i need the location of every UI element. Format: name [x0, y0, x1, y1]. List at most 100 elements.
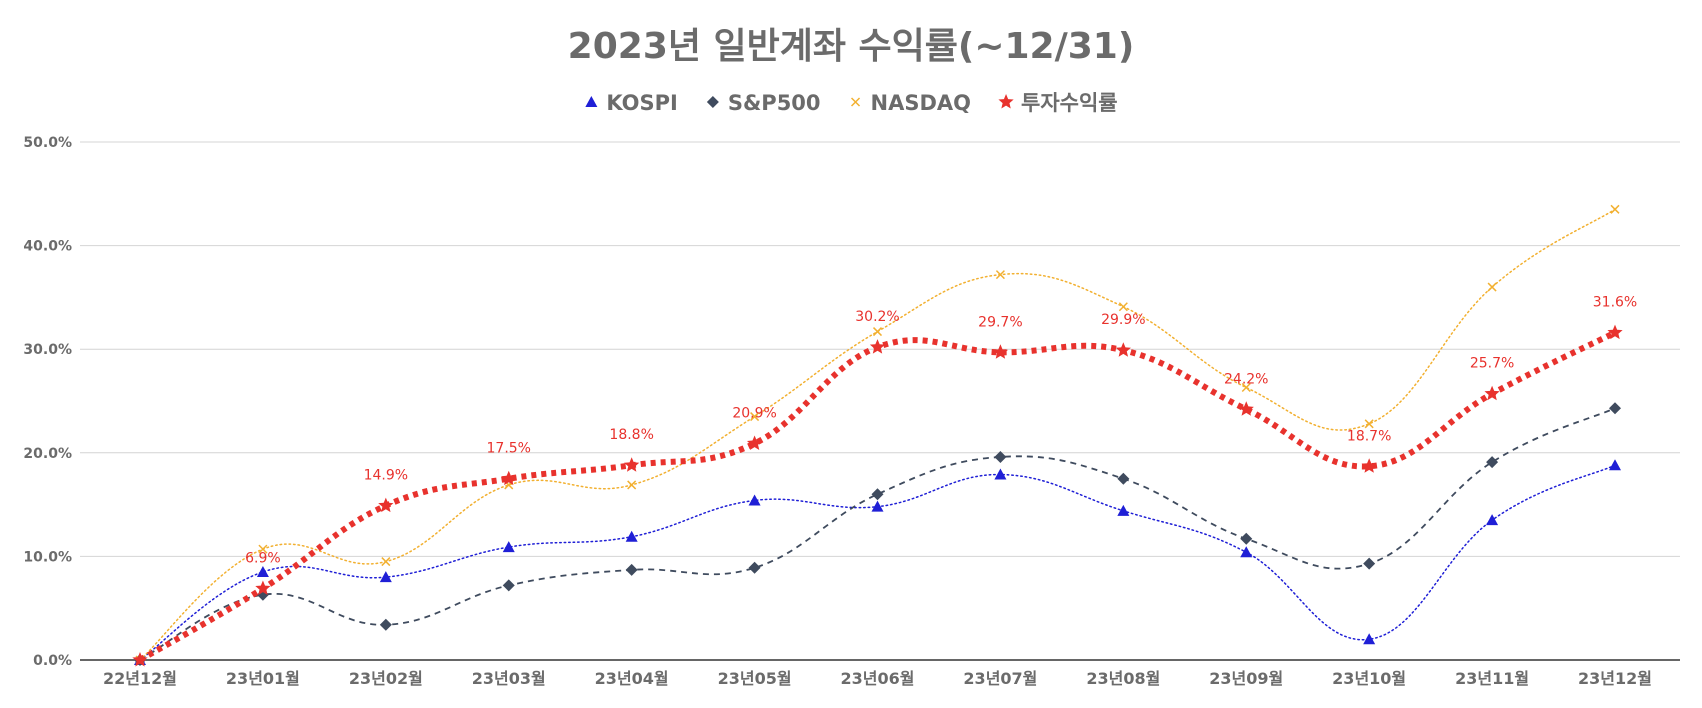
data-point: [1363, 633, 1376, 645]
y-tick-label: 0.0%: [33, 653, 72, 669]
data-point: [1609, 459, 1621, 471]
x-tick-label: 22년12월: [103, 669, 177, 688]
data-point: [1486, 514, 1499, 526]
data-label: 24.2%: [1224, 371, 1268, 387]
data-point: [1241, 383, 1251, 393]
data-label: 29.7%: [978, 314, 1022, 330]
data-point: [1609, 402, 1621, 415]
legend-marker: [998, 94, 1014, 109]
series-2: [135, 204, 1620, 665]
data-point: [1238, 401, 1254, 416]
data-label: 6.9%: [245, 551, 281, 567]
x-tick-label: 23년11월: [1455, 669, 1529, 688]
data-point: [132, 652, 148, 667]
data-label: 30.2%: [855, 309, 899, 325]
legend-item: S&P500: [706, 91, 821, 115]
data-point: [255, 580, 271, 595]
data-point: [871, 488, 884, 501]
y-tick-label: 50.0%: [23, 135, 72, 151]
data-labels-layer: 6.9% 14.9% 17.5% 18.8% 20.9% 30.2% 29.7% 29.9% 2…: [245, 295, 1637, 567]
data-point: [1115, 342, 1131, 357]
chart-title: 2023년 일반계좌 수익률(~12/31): [568, 26, 1135, 67]
data-point: [748, 561, 761, 574]
data-point: [502, 541, 515, 553]
legend: KOSPI S&P500 NASDAQ 투자수익률: [585, 91, 1118, 115]
data-point: [1361, 458, 1377, 473]
data-point: [378, 497, 394, 513]
data-point: [992, 344, 1009, 359]
data-point: [1118, 302, 1128, 312]
legend-item: KOSPI: [585, 91, 678, 115]
data-point: [994, 468, 1007, 480]
data-point: [627, 480, 637, 490]
series-0: [134, 459, 1621, 665]
y-tick-label: 30.0%: [23, 342, 72, 358]
legend-marker: [585, 96, 598, 107]
legend-label: S&P500: [728, 91, 821, 115]
data-point: [501, 470, 517, 486]
data-point: [746, 435, 763, 450]
series-line: [139, 407, 1616, 661]
x-tick-label: 23년02월: [349, 669, 423, 688]
data-point: [750, 412, 760, 422]
legend-item: NASDAQ: [851, 91, 971, 115]
x-tick-label: 23년05월: [718, 669, 792, 688]
legend-item: 투자수익률: [998, 91, 1118, 115]
x-tick-label: 23년09월: [1209, 669, 1283, 688]
data-point: [1117, 504, 1130, 516]
legend-label: KOSPI: [606, 91, 678, 115]
data-point: [869, 339, 886, 354]
data-point: [1240, 546, 1253, 558]
x-axis-ticks: 22년12월 23년01월 23년02월 23년03월 23년04월 23년05월 23년0…: [103, 669, 1652, 688]
data-point: [624, 457, 640, 472]
data-label: 20.9%: [732, 405, 776, 421]
series-1: [134, 402, 1621, 666]
data-point: [871, 500, 884, 512]
series-3: [132, 324, 1623, 667]
x-tick-label: 23년07월: [963, 669, 1037, 688]
data-point: [258, 544, 268, 554]
data-point: [256, 565, 269, 577]
y-axis-ticks: 0.0% 10.0% 20.0% 30.0% 40.0% 50.0%: [23, 135, 72, 669]
data-point: [1240, 532, 1253, 545]
gridlines: [80, 141, 1680, 661]
series-layer: [132, 204, 1623, 667]
data-point: [379, 571, 392, 583]
data-point: [995, 270, 1005, 280]
data-point: [1486, 456, 1499, 469]
data-label: 17.5%: [487, 441, 531, 457]
data-point: [1487, 282, 1497, 292]
y-tick-label: 10.0%: [23, 549, 72, 565]
data-point: [748, 494, 761, 506]
x-tick-label: 23년06월: [841, 669, 915, 688]
data-point: [625, 530, 638, 542]
legend-label: 투자수익률: [1021, 91, 1118, 115]
x-tick-label: 23년08월: [1086, 669, 1160, 688]
data-point: [994, 450, 1007, 463]
legend-marker: [706, 96, 719, 108]
data-point: [502, 579, 515, 592]
data-label: 18.8%: [609, 427, 653, 443]
data-point: [381, 557, 391, 567]
data-label: 29.9%: [1101, 312, 1145, 328]
legend-marker: [851, 97, 861, 107]
x-tick-label: 23년01월: [226, 669, 300, 688]
data-point: [1484, 385, 1500, 401]
data-label: 31.6%: [1593, 295, 1637, 311]
x-tick-label: 23년10월: [1332, 669, 1406, 688]
data-point: [1610, 204, 1620, 214]
data-label: 18.7%: [1347, 428, 1391, 444]
y-tick-label: 40.0%: [23, 239, 72, 255]
data-point: [1363, 557, 1376, 570]
x-tick-label: 23년03월: [472, 669, 546, 688]
data-point: [1607, 324, 1623, 340]
data-point: [379, 618, 392, 631]
data-point: [625, 563, 638, 576]
data-point: [1364, 419, 1374, 429]
data-label: 25.7%: [1470, 356, 1514, 372]
x-tick-label: 23년12월: [1578, 669, 1652, 688]
data-point: [872, 327, 883, 337]
y-tick-label: 20.0%: [23, 446, 72, 462]
x-tick-label: 23년04월: [595, 669, 669, 688]
